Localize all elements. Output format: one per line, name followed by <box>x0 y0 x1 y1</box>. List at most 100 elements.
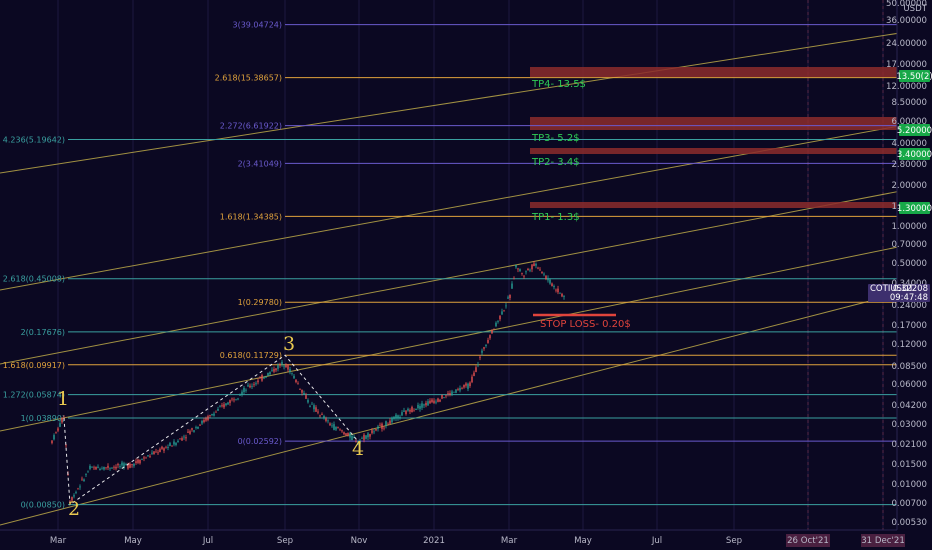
candle-body <box>225 403 227 406</box>
candle-body <box>501 311 503 315</box>
candle-body <box>375 428 377 431</box>
candle-body <box>115 466 117 469</box>
candle-body <box>195 427 197 429</box>
candle-body <box>175 442 177 445</box>
candle-body <box>561 293 563 297</box>
fib-extension-label: 2.618(15.38657) <box>215 74 282 83</box>
candle-body <box>553 286 555 288</box>
candle-body <box>435 401 437 403</box>
candle-body <box>61 418 63 423</box>
candle-body <box>545 275 547 279</box>
candle-body <box>131 464 133 465</box>
candle-body <box>269 372 271 375</box>
candle-body <box>151 452 153 454</box>
candle-body <box>149 456 151 457</box>
candle-body <box>159 449 161 453</box>
candle-body <box>93 467 95 469</box>
candle-body <box>483 347 485 349</box>
candle-body <box>177 440 179 443</box>
candle-body <box>377 426 379 429</box>
fib-retracement-label: 1.272(0.05874) <box>3 391 65 400</box>
candle-body <box>187 431 189 433</box>
candle-body <box>171 445 173 447</box>
wave-label: 4 <box>352 438 364 460</box>
candle-body <box>101 468 103 470</box>
candle-body <box>109 467 111 469</box>
candle-body <box>481 350 483 353</box>
candle-body <box>437 398 439 402</box>
candle-body <box>319 415 321 417</box>
y-axis-currency: USDT <box>903 4 927 14</box>
candle-body <box>231 398 233 400</box>
candle-body <box>133 463 135 466</box>
candle-body <box>459 388 461 391</box>
y-tick-label: 0.00530 <box>891 518 927 528</box>
y-tick-label: 0.03000 <box>891 420 927 430</box>
y-tick-label: 17.00000 <box>886 60 927 70</box>
candle-body <box>399 416 401 418</box>
candle-body <box>357 441 359 443</box>
candle-body <box>203 419 205 423</box>
candle-body <box>297 383 299 385</box>
candle-body <box>533 263 535 267</box>
x-tick-label: Nov <box>351 536 368 546</box>
candle-body <box>99 468 101 471</box>
x-tick-label: May <box>574 536 592 546</box>
candle-body <box>87 471 89 473</box>
candle-body <box>113 466 115 468</box>
candle-body <box>405 410 407 414</box>
candle-body <box>189 431 191 434</box>
candle-body <box>465 383 467 386</box>
price-badge-text: 13.50(2) <box>896 72 932 82</box>
candle-body <box>525 271 527 273</box>
candle-body <box>141 459 143 461</box>
price-badge <box>899 124 930 136</box>
wave-label: 2 <box>68 498 80 520</box>
candle-body <box>241 391 243 395</box>
price-badge <box>899 202 930 214</box>
last-price-label: 0.32208 <box>893 284 928 294</box>
candle-body <box>257 380 259 383</box>
candle-body <box>445 395 447 397</box>
candle-body <box>385 421 387 426</box>
candle-body <box>329 423 331 426</box>
candle-body <box>89 465 91 469</box>
fib-extension-label: 2.272(6.61922) <box>220 122 282 131</box>
candle-body <box>245 389 247 391</box>
candle-body <box>455 389 457 393</box>
candle-body <box>433 400 435 404</box>
candle-body <box>443 397 445 399</box>
candle-body <box>409 410 411 412</box>
candle-body <box>485 344 487 346</box>
candle-body <box>503 310 505 312</box>
candle-body <box>191 428 193 430</box>
candle-body <box>169 443 171 447</box>
candle-body <box>461 388 463 390</box>
candle-body <box>499 315 501 320</box>
fib-extension-label: 3(39.04724) <box>232 21 282 30</box>
candle-body <box>81 478 83 480</box>
candle-body <box>447 393 449 394</box>
candle-body <box>351 435 353 441</box>
y-tick-label: 0.01500 <box>891 460 927 470</box>
candle-body <box>321 414 323 416</box>
candle-body <box>121 462 123 466</box>
fib-extension-label: 1(0.29780) <box>238 298 282 307</box>
candle-body <box>359 440 361 444</box>
candle-body <box>439 399 441 402</box>
y-axis-panel <box>897 0 932 550</box>
x-tick-label: Jul <box>202 536 213 546</box>
symbol-label: COTIUSDT <box>870 284 914 294</box>
candle-body <box>201 420 203 424</box>
candle-body <box>345 433 347 436</box>
candle-body <box>387 423 389 425</box>
candle-body <box>373 431 375 433</box>
fib-extension-label: 0.618(0.11729) <box>220 351 282 360</box>
candle-body <box>219 405 221 407</box>
candle-body <box>429 400 431 404</box>
candle-body <box>65 444 67 446</box>
candle-body <box>223 404 225 408</box>
candle-body <box>139 459 141 464</box>
candle-body <box>535 263 537 266</box>
